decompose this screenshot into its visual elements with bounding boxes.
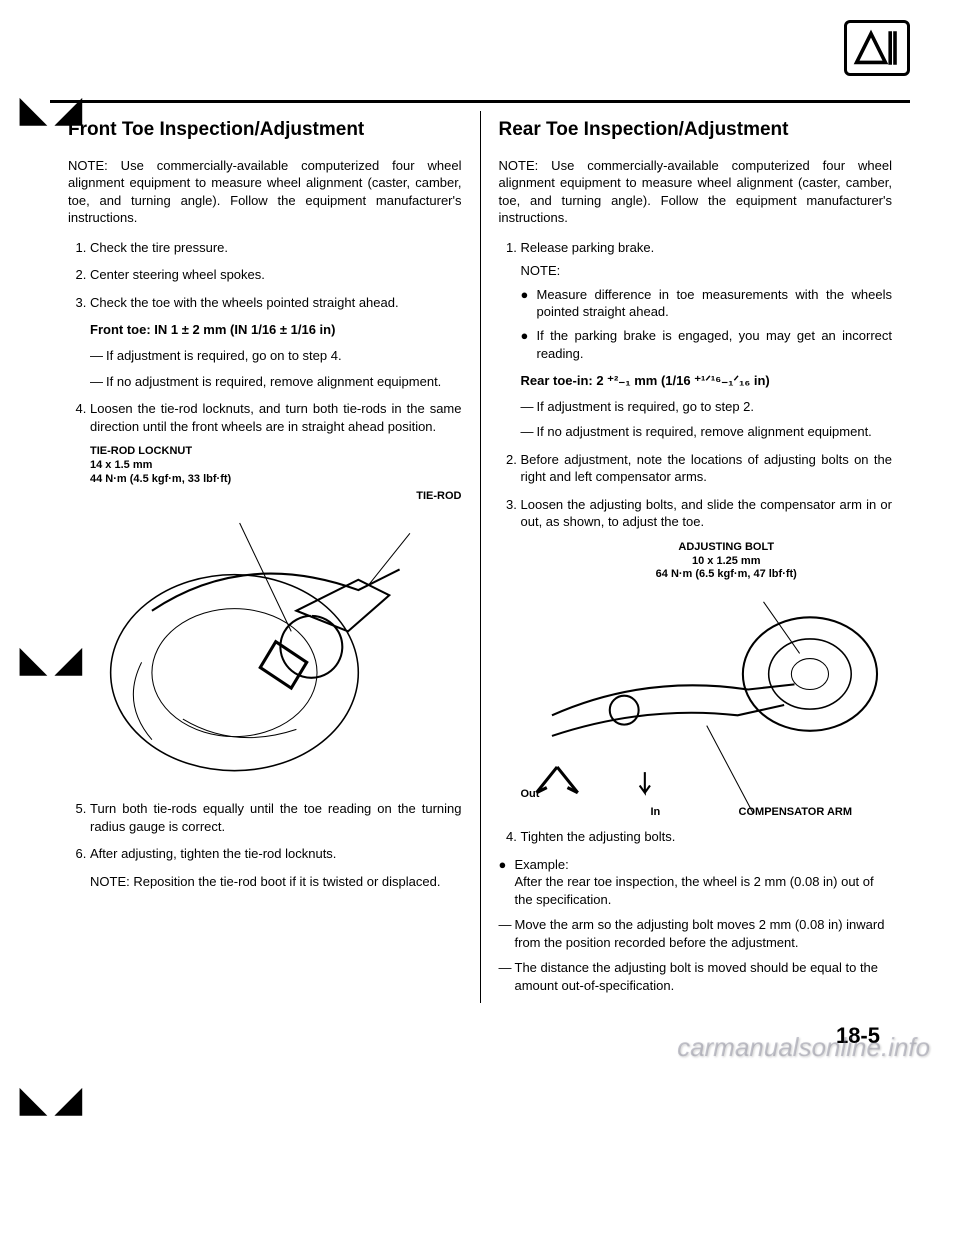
step-4: Tighten the adjusting bolts. (521, 828, 893, 846)
example-label: Example: (515, 857, 569, 872)
step-3: Check the toe with the wheels pointed st… (90, 294, 462, 390)
tierod-locknut-label: TIE-ROD LOCKNUT 14 x 1.5 mm 44 N·m (4.5 … (90, 445, 462, 486)
rear-toe-spec: Rear toe-in: 2 ⁺²₋₁ mm (1/16 ⁺¹ᐟ¹⁶₋₁ᐟ₁₆ … (521, 372, 893, 390)
manual-section-icon (844, 20, 910, 76)
divider (50, 100, 910, 103)
rear-toe-section: Rear Toe Inspection/Adjustment NOTE: Use… (481, 111, 911, 1003)
step-2: Before adjustment, note the locations of… (521, 451, 893, 486)
compensator-arm-label: COMPENSATOR ARM (739, 805, 852, 820)
example-text: After the rear toe inspection, the wheel… (515, 874, 874, 907)
step-1: Release parking brake. NOTE: ●Measure di… (521, 239, 893, 441)
in-label: In (651, 805, 661, 820)
front-toe-section: Front Toe Inspection/Adjustment NOTE: Us… (50, 111, 481, 1003)
rear-compensator-diagram: Out In COMPENSATOR ARM (521, 590, 893, 820)
tierod-label: TIE-ROD (416, 490, 461, 502)
step-3: Loosen the adjusting bolts, and slide th… (521, 496, 893, 531)
side-mark: ◣ ◢ (20, 90, 82, 130)
note-2: NOTE: Reposition the tie-rod boot if it … (90, 873, 462, 891)
step-5: Turn both tie-rods equally until the toe… (90, 800, 462, 835)
adjusting-bolt-label: ADJUSTING BOLT 10 x 1.25 mm 64 N·m (6.5 … (561, 541, 893, 582)
step-6: After adjusting, tighten the tie-rod loc… (90, 845, 462, 890)
front-tierod-diagram (90, 512, 462, 792)
step-2: Center steering wheel spokes. (90, 266, 462, 284)
step-1: Check the tire pressure. (90, 239, 462, 257)
side-mark: ◣ ◢ (20, 640, 82, 680)
note-label: NOTE: (521, 262, 893, 280)
section-title: Rear Toe Inspection/Adjustment (499, 117, 893, 143)
out-label: Out (521, 787, 540, 802)
note-text: NOTE: Use commercially-available compute… (499, 157, 893, 227)
side-mark: ◣ ◢ (20, 1080, 82, 1120)
section-title: Front Toe Inspection/Adjustment (68, 117, 462, 143)
front-toe-spec: Front toe: IN 1 ± 2 mm (IN 1/16 ± 1/16 i… (90, 321, 462, 339)
step-4: Loosen the tie-rod locknuts, and turn bo… (90, 400, 462, 435)
note-text: NOTE: Use commercially-available compute… (68, 157, 462, 227)
watermark: carmanualsonline.info (677, 1032, 930, 1063)
